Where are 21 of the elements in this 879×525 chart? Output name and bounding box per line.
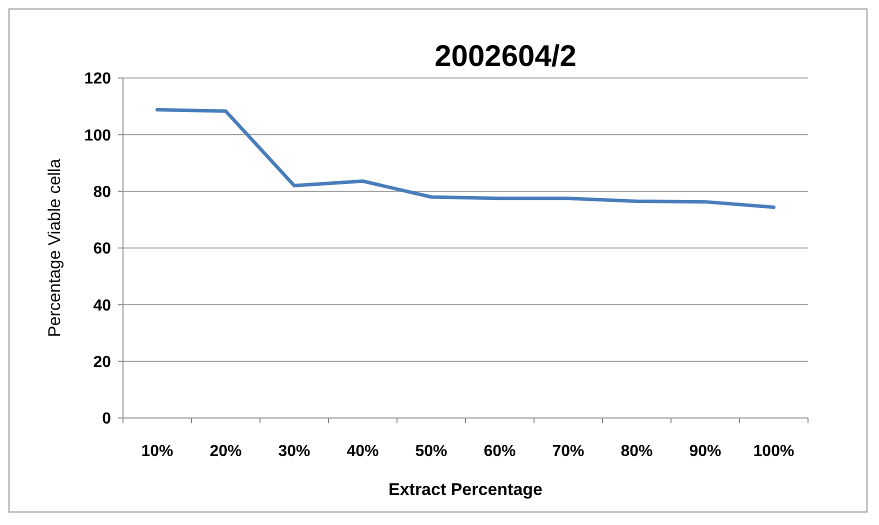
- x-axis-title: Extract Percentage: [388, 480, 543, 499]
- x-tick-label: 70%: [552, 443, 584, 460]
- x-tick-label: 40%: [346, 443, 379, 460]
- x-tick-label: 30%: [278, 443, 310, 460]
- x-tick-label: 20%: [210, 443, 242, 460]
- y-axis-title: Percentage Viable cella: [45, 158, 64, 338]
- y-tick-label: 100: [84, 127, 112, 144]
- x-tick-label: 80%: [620, 443, 653, 460]
- chart-title: 2002604/2: [434, 40, 576, 73]
- y-tick-label: 0: [102, 410, 112, 428]
- y-tick-label: 20: [93, 354, 112, 371]
- x-tick-label: 60%: [484, 443, 516, 460]
- x-tick-label: 90%: [689, 443, 722, 460]
- y-tick-label: 60: [93, 240, 112, 258]
- y-tick-label: 80: [93, 184, 112, 201]
- x-tick-label: 50%: [415, 443, 448, 460]
- x-tick-label: 10%: [141, 443, 174, 460]
- x-tick-label: 100%: [753, 443, 794, 460]
- y-tick-label: 120: [84, 70, 112, 88]
- y-tick-label: 40: [93, 297, 112, 314]
- line-series: [156, 108, 776, 209]
